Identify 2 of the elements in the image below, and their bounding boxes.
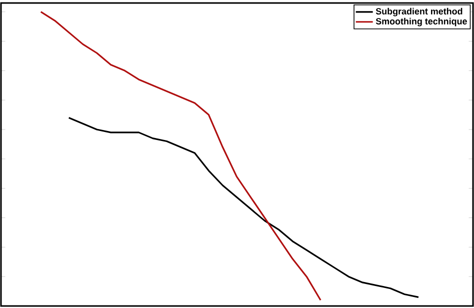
legend-label: Smoothing technique [376,18,467,26]
legend-label: Subgradient method [376,8,462,16]
